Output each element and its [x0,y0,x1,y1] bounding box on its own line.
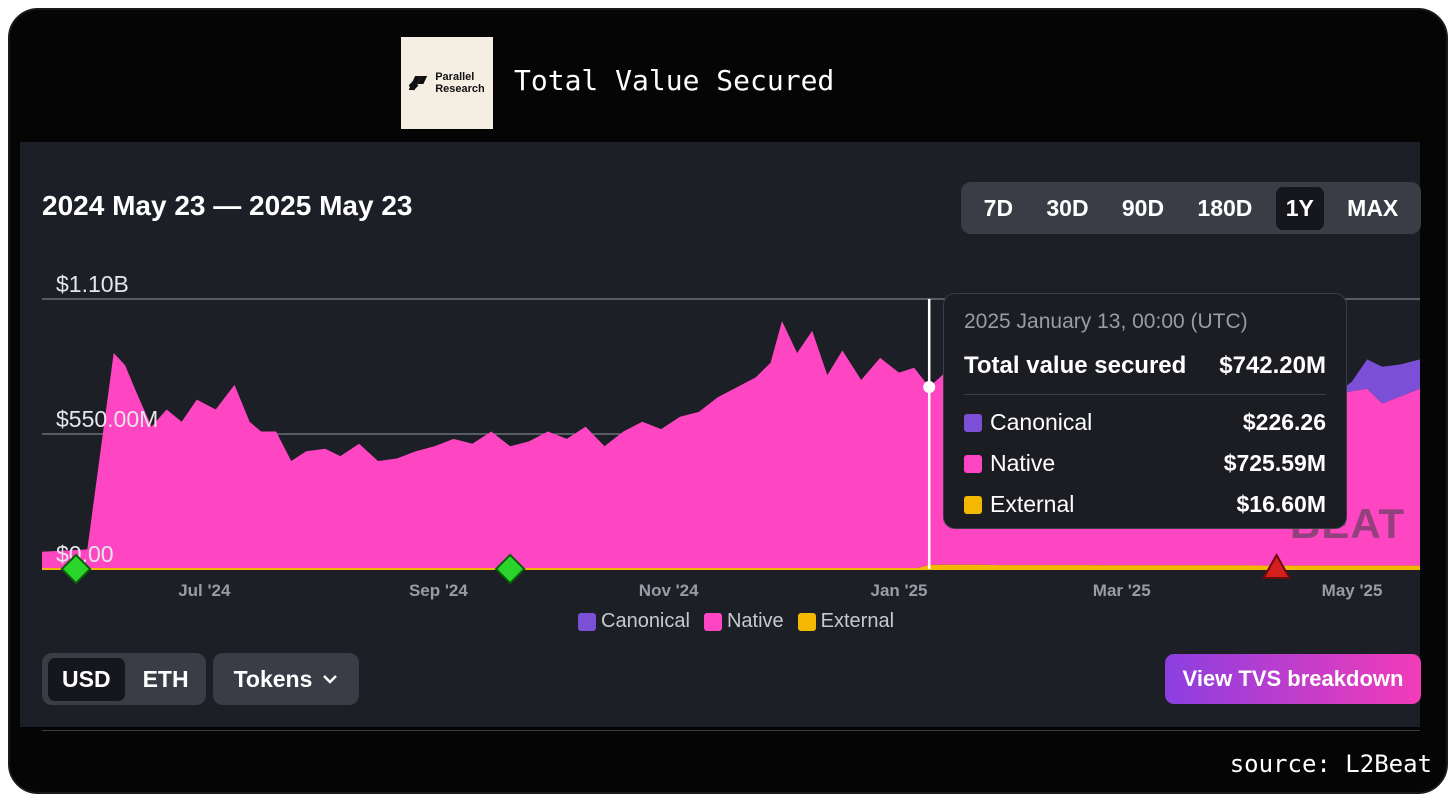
tooltip-value: $725.59M [1223,450,1326,476]
native-swatch [964,454,982,473]
unit-eth-button[interactable]: ETH [142,665,189,692]
screenshot-frame: Parallel Research Total Value Secured 20… [8,8,1448,794]
logo-line-1: Parallel [435,71,475,83]
legend-item-external[interactable]: External [797,610,895,633]
logo-text: Parallel Research [435,71,485,95]
chart-tooltip: 2025 January 13, 00:00 (UTC) Total value… [943,293,1347,529]
view-tvs-breakdown-button[interactable]: View TVS breakdown [1165,654,1421,704]
x-tick-label: May '25 [1322,581,1383,600]
tooltip-value: $226.26 [1242,409,1326,435]
tab-max[interactable]: MAX [1347,194,1399,221]
page-title: Total Value Secured [514,64,835,97]
tooltip-label: Native [990,450,1056,476]
tab-180d[interactable]: 180D [1197,194,1253,221]
chart-panel: 2024 May 23 — 2025 May 23 7D 30D 90D 180… [20,142,1421,731]
tokens-label: Tokens [233,665,313,692]
chevron-down-icon [323,675,338,684]
tab-90d[interactable]: 90D [1121,194,1165,221]
native-legend-swatch [703,612,722,631]
tokens-dropdown[interactable]: Tokens [213,653,359,705]
external-legend-swatch [797,612,816,631]
y-tick-label: $550.00M [56,406,158,432]
tooltip-row-canonical: Canonical $226.26 [964,409,1326,436]
logo-line-2: Research [435,83,485,95]
tooltip-value: $16.60M [1236,491,1326,517]
legend-item-native[interactable]: Native [703,610,784,633]
update-marker-diamond [494,553,526,585]
legend-label: Native [726,610,784,632]
parallel-research-logo: Parallel Research [401,37,493,129]
x-tick-label: Jul '24 [178,581,231,600]
tooltip-total-label: Total value secured [964,352,1187,379]
tooltip-label: Canonical [990,409,1093,435]
tooltip-label: External [990,491,1075,517]
date-range-label: 2024 May 23 — 2025 May 23 [42,190,413,221]
tab-7d[interactable]: 7D [983,194,1014,221]
x-tick-label: Sep '24 [409,581,468,600]
unit-toggle: USD ETH [42,653,206,705]
hover-dot [923,380,936,393]
tab-30d[interactable]: 30D [1046,194,1089,221]
tooltip-total: Total value secured $742.20M [964,352,1326,395]
legend-label: External [820,610,895,632]
legend-label: Canonical [601,610,690,632]
y-tick-label: $1.10B [56,271,129,297]
tooltip-total-value: $742.20M [1219,352,1326,379]
tooltip-row-native: Native $725.59M [964,450,1326,477]
canonical-swatch [964,413,982,432]
tab-1y[interactable]: 1Y [1275,186,1324,230]
range-tabs: 7D 30D 90D 180D 1Y MAX [961,182,1421,234]
tooltip-date: 2025 January 13, 00:00 (UTC) [964,310,1248,333]
legend-item-canonical[interactable]: Canonical [578,610,690,633]
x-tick-label: Jan '25 [871,581,928,600]
incident-marker-triangle [1261,552,1292,579]
x-tick-label: Mar '25 [1093,581,1151,600]
logo-mark-icon [408,72,431,94]
canonical-legend-swatch [578,612,596,631]
unit-usd-button[interactable]: USD [48,657,125,701]
tooltip-row-external: External $16.60M [964,491,1326,518]
panel-divider [42,730,1420,731]
x-tick-label: Nov '24 [639,581,699,600]
external-area [42,564,1420,569]
external-swatch [964,495,982,514]
update-marker-diamond [60,553,92,585]
chart-legend: Canonical Native External [578,610,894,633]
source-note: source: L2Beat [1229,750,1432,778]
